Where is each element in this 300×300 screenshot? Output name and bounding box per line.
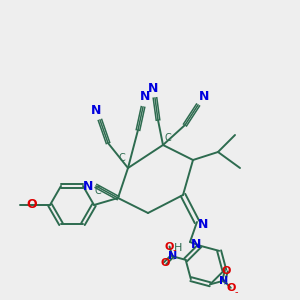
- Text: C: C: [118, 153, 125, 163]
- Text: +: +: [222, 280, 228, 286]
- Text: O: O: [226, 283, 236, 293]
- Text: C: C: [165, 133, 171, 143]
- Text: -: -: [234, 287, 238, 297]
- Text: N: N: [91, 103, 101, 116]
- Text: -: -: [173, 245, 176, 256]
- Text: N: N: [140, 91, 150, 103]
- Text: O: O: [222, 266, 231, 276]
- Text: N: N: [148, 82, 158, 94]
- Text: O: O: [165, 242, 174, 251]
- Text: N: N: [167, 251, 177, 261]
- Text: +: +: [170, 255, 176, 261]
- Text: C: C: [94, 186, 101, 196]
- Text: N: N: [219, 276, 228, 286]
- Text: N: N: [199, 89, 209, 103]
- Text: O: O: [160, 258, 170, 268]
- Text: N: N: [191, 238, 201, 250]
- Text: H: H: [174, 243, 182, 253]
- Text: N: N: [198, 218, 208, 230]
- Text: O: O: [27, 199, 37, 212]
- Text: N: N: [83, 179, 93, 193]
